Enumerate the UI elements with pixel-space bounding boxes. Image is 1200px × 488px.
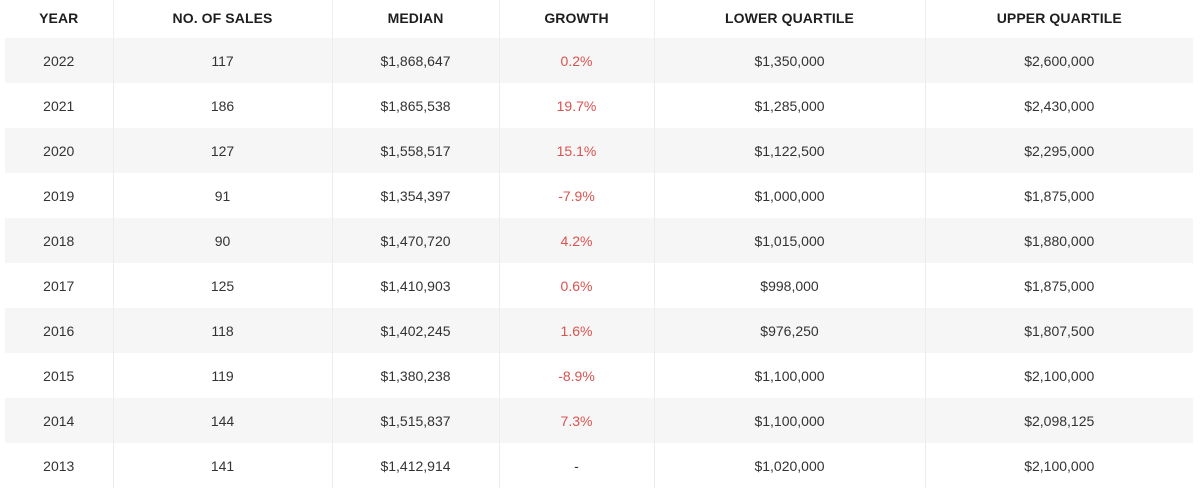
table-row: 2015 119 $1,380,238 -8.9% $1,100,000 $2,100,0… (5, 353, 1193, 398)
header-no-of-sales: NO. OF SALES (112, 0, 332, 38)
cell-no-of-sales: 144 (112, 398, 332, 443)
cell-year: 2017 (5, 263, 113, 308)
header-lower-quartile: LOWER QUARTILE (653, 0, 925, 38)
cell-median: $1,470,720 (331, 218, 499, 263)
table-body: 2022 117 $1,868,647 0.2% $1,350,000 $2,600,00… (5, 38, 1193, 488)
cell-growth: -7.9% (498, 173, 654, 218)
cell-upper-quartile: $1,875,000 (924, 173, 1193, 218)
cell-no-of-sales: 90 (112, 218, 332, 263)
cell-median: $1,515,837 (331, 398, 499, 443)
cell-median: $1,380,238 (331, 353, 499, 398)
cell-median: $1,410,903 (331, 263, 499, 308)
cell-year: 2021 (5, 83, 113, 128)
cell-lower-quartile: $1,122,500 (653, 128, 925, 173)
cell-growth: 4.2% (498, 218, 654, 263)
cell-median: $1,865,538 (331, 83, 499, 128)
table-row: 2014 144 $1,515,837 7.3% $1,100,000 $2,098,12… (5, 398, 1193, 443)
table-row: 2021 186 $1,865,538 19.7% $1,285,000 $2,430,0… (5, 83, 1193, 128)
table-row: 2022 117 $1,868,647 0.2% $1,350,000 $2,600,00… (5, 38, 1193, 83)
cell-lower-quartile: $1,100,000 (653, 398, 925, 443)
cell-lower-quartile: $998,000 (653, 263, 925, 308)
cell-no-of-sales: 118 (112, 308, 332, 353)
cell-growth: 1.6% (498, 308, 654, 353)
cell-median: $1,558,517 (331, 128, 499, 173)
cell-upper-quartile: $1,807,500 (924, 308, 1193, 353)
cell-median: $1,402,245 (331, 308, 499, 353)
table-row: 2013 141 $1,412,914- $1,020,000 $2,100,000 (5, 443, 1193, 488)
cell-growth: - (498, 443, 654, 488)
header-row: YEAR NO. OF SALES MEDIAN GROWTH LOWER QU… (5, 0, 1193, 38)
cell-upper-quartile: $2,098,125 (924, 398, 1193, 443)
cell-lower-quartile: $1,000,000 (653, 173, 925, 218)
cell-year: 2018 (5, 218, 113, 263)
cell-lower-quartile: $1,015,000 (653, 218, 925, 263)
cell-upper-quartile: $2,100,000 (924, 353, 1193, 398)
cell-growth: -8.9% (498, 353, 654, 398)
cell-year: 2016 (5, 308, 113, 353)
header-growth: GROWTH (498, 0, 654, 38)
cell-no-of-sales: 141 (112, 443, 332, 488)
table-row: 2018 90 $1,470,720 4.2% $1,015,000 $1,880,000 (5, 218, 1193, 263)
table-row: 2016 118 $1,402,245 1.6% $976,250 $1,807,500 (5, 308, 1193, 353)
cell-growth: 0.6% (498, 263, 654, 308)
cell-median: $1,412,914 (331, 443, 499, 488)
cell-upper-quartile: $1,880,000 (924, 218, 1193, 263)
cell-year: 2014 (5, 398, 113, 443)
cell-upper-quartile: $2,295,000 (924, 128, 1193, 173)
cell-no-of-sales: 125 (112, 263, 332, 308)
cell-growth: 15.1% (498, 128, 654, 173)
cell-upper-quartile: $2,430,000 (924, 83, 1193, 128)
cell-growth: 0.2% (498, 38, 654, 83)
table-row: 2017 125 $1,410,903 0.6% $998,000 $1,875,000 (5, 263, 1193, 308)
cell-year: 2015 (5, 353, 113, 398)
cell-no-of-sales: 117 (112, 38, 332, 83)
cell-year: 2013 (5, 443, 113, 488)
cell-upper-quartile: $1,875,000 (924, 263, 1193, 308)
cell-upper-quartile: $2,600,000 (924, 38, 1193, 83)
cell-median: $1,868,647 (331, 38, 499, 83)
cell-median: $1,354,397 (331, 173, 499, 218)
table-row: 2019 91 $1,354,397 -7.9% $1,000,000 $1,875,00… (5, 173, 1193, 218)
header-upper-quartile: UPPER QUARTILE (924, 0, 1193, 38)
cell-no-of-sales: 127 (112, 128, 332, 173)
cell-growth: 19.7% (498, 83, 654, 128)
cell-lower-quartile: $1,020,000 (653, 443, 925, 488)
cell-growth: 7.3% (498, 398, 654, 443)
table-header: YEAR NO. OF SALES MEDIAN GROWTH LOWER QU… (5, 0, 1193, 38)
header-year: YEAR (39, 10, 79, 26)
header-median: MEDIAN (331, 0, 499, 38)
table-row: 2020 127 $1,558,517 15.1% $1,122,500 $2,295,0… (5, 128, 1193, 173)
cell-no-of-sales: 91 (112, 173, 332, 218)
cell-no-of-sales: 186 (112, 83, 332, 128)
sales-history-table: YEAR NO. OF SALES MEDIAN GROWTH LOWER QU… (5, 0, 1193, 488)
cell-no-of-sales: 119 (112, 353, 332, 398)
cell-lower-quartile: $1,350,000 (653, 38, 925, 83)
cell-year: 2020 (5, 128, 113, 173)
cell-year: 2022 (5, 38, 113, 83)
cell-year: 2019 (5, 173, 113, 218)
cell-upper-quartile: $2,100,000 (924, 443, 1193, 488)
cell-lower-quartile: $1,100,000 (653, 353, 925, 398)
cell-lower-quartile: $976,250 (653, 308, 925, 353)
cell-lower-quartile: $1,285,000 (653, 83, 925, 128)
